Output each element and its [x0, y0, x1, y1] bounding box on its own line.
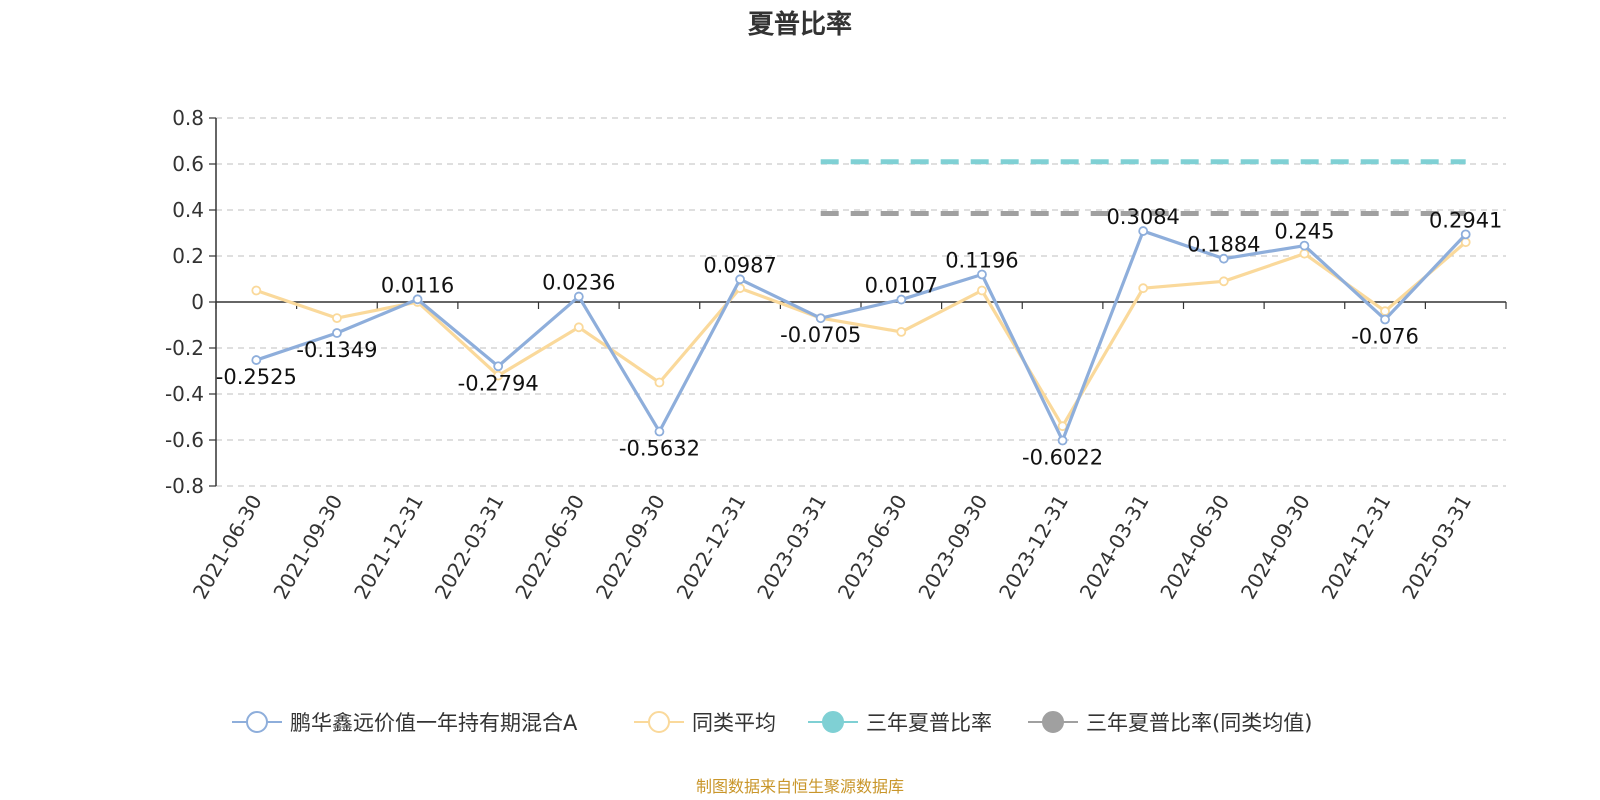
x-tick-label: 2023-03-31 — [752, 491, 831, 604]
data-label: 0.3084 — [1106, 205, 1179, 229]
x-tick-label: 2023-12-31 — [994, 491, 1073, 604]
legend: 鹏华鑫远价值一年持有期混合A 同类平均 三年夏普比率 三年夏普比率(同类均值) — [232, 711, 1312, 735]
data-point — [977, 269, 987, 280]
reference-lines — [820, 159, 1466, 216]
data-point — [493, 370, 504, 381]
y-tick-label: 0.8 — [172, 106, 204, 130]
data-label: 0.0236 — [542, 271, 615, 295]
data-label: 0.0987 — [703, 253, 776, 277]
y-tick-label: 0 — [191, 290, 204, 314]
x-tick-label: 2021-12-31 — [349, 491, 428, 604]
data-label: 0.0116 — [381, 273, 454, 297]
data-point — [654, 377, 665, 388]
data-point — [1138, 226, 1149, 236]
legend-marker — [246, 711, 268, 733]
data-point — [1299, 240, 1310, 251]
x-tick-label: 2022-12-31 — [671, 491, 750, 604]
data-point — [251, 285, 262, 296]
legend-label: 鹏华鑫远价值一年持有期混合A — [290, 711, 578, 735]
legend-label: 同类平均 — [692, 711, 776, 735]
y-tick-label: -0.8 — [165, 474, 204, 498]
data-label: 0.0107 — [865, 274, 938, 298]
data-point — [815, 313, 826, 324]
data-label: -0.5632 — [619, 437, 700, 461]
legend-item: 同类平均 — [634, 711, 776, 735]
data-label: 0.1884 — [1187, 233, 1260, 257]
data-point — [1057, 435, 1068, 446]
legend-label: 三年夏普比率(同类均值) — [1086, 711, 1312, 735]
legend-marker — [822, 711, 844, 733]
x-tick-label: 2021-06-30 — [188, 491, 267, 604]
x-tick-label: 2025-03-31 — [1397, 491, 1476, 604]
data-label: 0.245 — [1274, 220, 1334, 244]
series-lines — [251, 226, 1471, 446]
data-label: -0.0705 — [780, 323, 861, 347]
data-label: -0.6022 — [1022, 446, 1103, 470]
data-point — [493, 361, 504, 372]
data-label: -0.1349 — [296, 338, 377, 362]
data-point — [1460, 229, 1471, 240]
x-tick-label: 2022-06-30 — [510, 491, 589, 604]
source-note: 制图数据来自恒生聚源数据库 — [696, 777, 904, 796]
legend-marker — [1042, 711, 1064, 733]
x-tick-label: 2024-03-31 — [1075, 491, 1154, 604]
x-tick-label: 2024-06-30 — [1155, 491, 1234, 604]
data-point — [654, 426, 665, 437]
x-tick-label: 2023-06-30 — [833, 491, 912, 604]
grid-lines — [216, 117, 1506, 487]
data-point — [412, 294, 423, 305]
data-point — [1218, 253, 1229, 264]
y-tick-label: -0.6 — [165, 428, 204, 452]
data-label: -0.2794 — [458, 371, 539, 395]
y-tick-label: -0.4 — [165, 382, 204, 406]
data-label: 0.2941 — [1429, 208, 1502, 232]
data-label: -0.076 — [1351, 324, 1419, 348]
legend-marker — [648, 711, 670, 733]
data-point — [1380, 306, 1390, 317]
x-tick-label: 2022-03-31 — [430, 491, 509, 604]
x-tick-label: 2024-12-31 — [1316, 491, 1395, 604]
data-point — [977, 285, 987, 296]
y-tick-label: 0.2 — [172, 244, 204, 268]
data-label: -0.2525 — [216, 365, 297, 389]
data-label: 0.1196 — [945, 248, 1018, 272]
data-point — [896, 294, 907, 305]
data-point — [332, 328, 342, 338]
legend-item: 三年夏普比率 — [808, 711, 992, 735]
x-tick-label: 2022-09-30 — [591, 491, 670, 604]
data-point — [896, 326, 907, 337]
y-tick-label: -0.2 — [165, 336, 204, 360]
data-point — [1380, 314, 1390, 325]
x-tick-label: 2021-09-30 — [268, 491, 347, 604]
data-point — [1218, 276, 1229, 287]
y-tick-label: 0.4 — [172, 198, 204, 222]
data-point — [735, 274, 745, 285]
data-point — [251, 355, 262, 365]
data-point — [332, 313, 342, 324]
chart-title: 夏普比率 — [748, 9, 852, 40]
x-tick-label: 2024-09-30 — [1236, 491, 1315, 604]
data-point — [1138, 283, 1149, 294]
x-tick-label: 2023-09-30 — [913, 491, 992, 604]
legend-label: 三年夏普比率 — [866, 711, 992, 735]
series-line — [255, 240, 1467, 428]
legend-item: 三年夏普比率(同类均值) — [1028, 711, 1312, 735]
series-line — [255, 229, 1467, 443]
data-labels: -0.2525 -0.1349 0.0116 -0.2794 0.0236 -0.5632… — [216, 205, 1503, 469]
y-tick-label: 0.6 — [172, 152, 204, 176]
legend-item: 鹏华鑫远价值一年持有期混合A — [232, 711, 578, 735]
data-point — [573, 322, 584, 333]
data-point — [1299, 248, 1310, 259]
data-point — [573, 291, 584, 302]
